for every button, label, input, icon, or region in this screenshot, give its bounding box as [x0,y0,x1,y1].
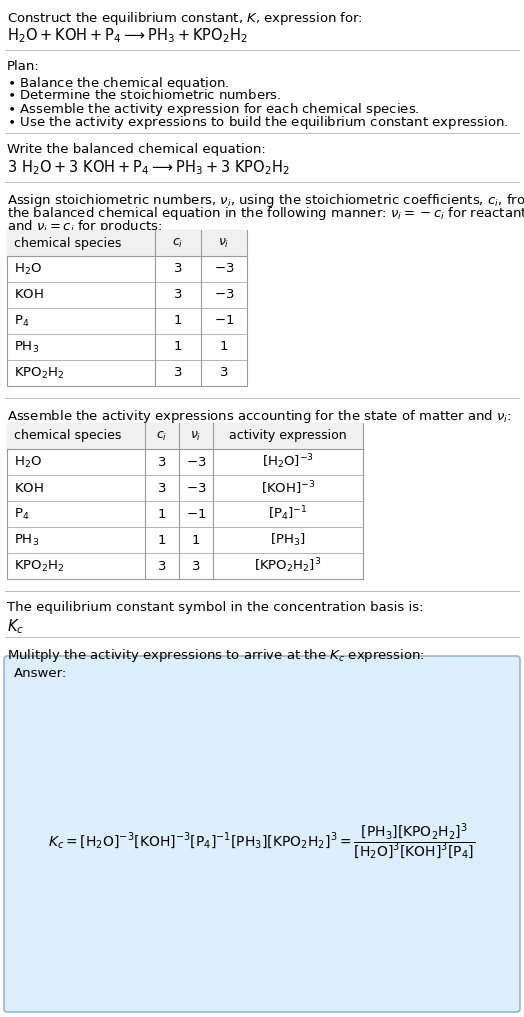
Text: $[\mathrm{P_4}]^{-1}$: $[\mathrm{P_4}]^{-1}$ [268,504,308,524]
Text: $[\mathrm{PH_3}]$: $[\mathrm{PH_3}]$ [270,532,306,548]
Text: $\mathrm{H_2O}$: $\mathrm{H_2O}$ [14,261,42,277]
Text: $-3$: $-3$ [186,456,206,469]
Text: $[\mathrm{KOH}]^{-3}$: $[\mathrm{KOH}]^{-3}$ [261,479,315,496]
Text: activity expression: activity expression [229,429,347,442]
Text: $\mathrm{KPO_2H_2}$: $\mathrm{KPO_2H_2}$ [14,365,64,380]
Bar [7,423,363,448]
Text: $\bullet$ Balance the chemical equation.: $\bullet$ Balance the chemical equation. [7,75,230,92]
Text: $-3$: $-3$ [214,289,234,301]
Text: 3: 3 [158,456,166,469]
Text: $-1$: $-1$ [186,507,206,521]
Text: Write the balanced chemical equation:: Write the balanced chemical equation: [7,143,266,156]
Text: chemical species: chemical species [14,429,122,442]
Text: $\mathrm{KOH}$: $\mathrm{KOH}$ [14,289,43,301]
Text: $1$: $1$ [191,534,201,546]
Text: 1: 1 [174,314,182,327]
Text: 3: 3 [174,262,182,276]
Text: $K_c$: $K_c$ [7,617,24,636]
Text: chemical species: chemical species [14,237,122,249]
Text: $\mathrm{PH_3}$: $\mathrm{PH_3}$ [14,533,39,547]
Text: Mulitply the activity expressions to arrive at the $K_c$ expression:: Mulitply the activity expressions to arr… [7,647,425,664]
Text: $-1$: $-1$ [214,314,234,327]
Text: $\bullet$ Assemble the activity expression for each chemical species.: $\bullet$ Assemble the activity expressi… [7,101,420,118]
Text: $\mathrm{H_2O + KOH + P_4 \longrightarrow PH_3 + KPO_2H_2}$: $\mathrm{H_2O + KOH + P_4 \longrightarro… [7,26,248,45]
Text: Assemble the activity expressions accounting for the state of matter and $\nu_i$: Assemble the activity expressions accoun… [7,408,512,425]
Bar [7,230,247,386]
Text: Answer:: Answer: [14,667,67,680]
Text: the balanced chemical equation in the following manner: $\nu_i = -c_i$ for react: the balanced chemical equation in the fo… [7,205,524,222]
Text: $\mathrm{PH_3}$: $\mathrm{PH_3}$ [14,340,39,355]
Text: 1: 1 [158,534,166,546]
Text: $\nu_i$: $\nu_i$ [219,236,230,249]
Text: $\mathrm{P_4}$: $\mathrm{P_4}$ [14,506,29,522]
Text: The equilibrium constant symbol in the concentration basis is:: The equilibrium constant symbol in the c… [7,601,423,614]
Text: Assign stoichiometric numbers, $\nu_i$, using the stoichiometric coefficients, $: Assign stoichiometric numbers, $\nu_i$, … [7,192,524,210]
Text: $\bullet$ Use the activity expressions to build the equilibrium constant express: $\bullet$ Use the activity expressions t… [7,114,508,131]
Text: 3: 3 [158,559,166,573]
Text: Construct the equilibrium constant, $K$, expression for:: Construct the equilibrium constant, $K$,… [7,10,363,27]
Text: $3$: $3$ [191,559,201,573]
Text: $c_i$: $c_i$ [156,429,168,442]
FancyBboxPatch shape [4,656,520,1012]
Bar [7,230,247,256]
Text: Plan:: Plan: [7,60,40,73]
Text: $[\mathrm{H_2O}]^{-3}$: $[\mathrm{H_2O}]^{-3}$ [262,453,314,471]
Text: $\mathrm{H_2O}$: $\mathrm{H_2O}$ [14,455,42,470]
Text: $\mathrm{3\ H_2O + 3\ KOH + P_4 \longrightarrow PH_3 + 3\ KPO_2H_2}$: $\mathrm{3\ H_2O + 3\ KOH + P_4 \longrig… [7,158,290,177]
Text: 1: 1 [158,507,166,521]
Text: 3: 3 [174,366,182,379]
Text: $\mathrm{KOH}$: $\mathrm{KOH}$ [14,481,43,494]
Text: $\mathrm{KPO_2H_2}$: $\mathrm{KPO_2H_2}$ [14,558,64,574]
Text: 1: 1 [174,341,182,354]
Text: $3$: $3$ [220,366,228,379]
Text: $-3$: $-3$ [186,481,206,494]
Text: $K_c = [\mathrm{H_2O}]^{-3}[\mathrm{KOH}]^{-3}[\mathrm{P_4}]^{-1}[\mathrm{PH_3}]: $K_c = [\mathrm{H_2O}]^{-3}[\mathrm{KOH}… [48,822,476,862]
Text: $1$: $1$ [220,341,228,354]
Text: 3: 3 [158,481,166,494]
Text: $\bullet$ Determine the stoichiometric numbers.: $\bullet$ Determine the stoichiometric n… [7,88,281,102]
Text: $[\mathrm{KPO_2H_2}]^3$: $[\mathrm{KPO_2H_2}]^3$ [254,556,322,576]
Bar [7,423,363,579]
Text: and $\nu_i = c_i$ for products:: and $\nu_i = c_i$ for products: [7,218,162,235]
Text: $\nu_i$: $\nu_i$ [190,429,202,442]
Text: $\mathrm{P_4}$: $\mathrm{P_4}$ [14,313,29,328]
Text: $-3$: $-3$ [214,262,234,276]
Text: $c_i$: $c_i$ [172,236,183,249]
Text: 3: 3 [174,289,182,301]
